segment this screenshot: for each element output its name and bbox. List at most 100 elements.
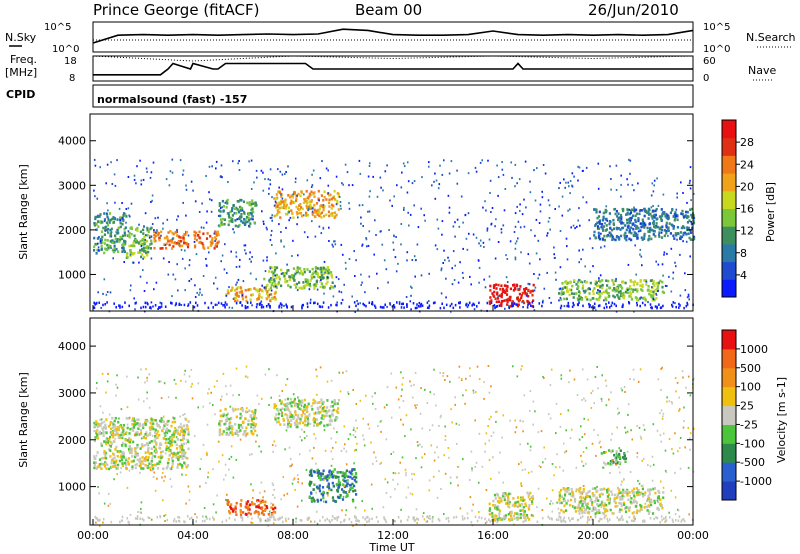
scatter-cell: [233, 207, 236, 210]
scatter-cell: [325, 411, 328, 415]
scatter-cell: [583, 290, 586, 294]
scatter-cell: [164, 452, 167, 455]
scatter-cell: [99, 418, 101, 421]
scatter-cell: [148, 462, 151, 466]
scatter-cell: [264, 286, 267, 289]
scatter-cell: [371, 395, 374, 398]
scatter-cell: [365, 245, 368, 248]
scatter-cell: [575, 488, 578, 491]
scatter-cell: [604, 210, 608, 213]
scatter-cell: [296, 425, 299, 429]
scatter-cell: [588, 305, 591, 309]
scatter-cell: [112, 433, 115, 436]
scatter-cell: [530, 304, 532, 307]
scatter-cell: [332, 470, 335, 473]
scatter-cell: [597, 235, 601, 239]
scatter-cell: [131, 427, 134, 430]
scatter-cell: [437, 227, 440, 230]
scatter-cell: [280, 231, 282, 233]
scatter-cell: [508, 305, 510, 308]
scatter-cell: [301, 207, 304, 211]
scatter-cell: [626, 492, 629, 496]
scatter-cell: [128, 438, 131, 441]
scatter-cell: [355, 403, 358, 405]
scatter-cell: [123, 228, 126, 231]
scatter-cell: [96, 451, 99, 454]
scatter-cell: [250, 159, 253, 162]
scatter-cell: [131, 244, 135, 248]
scatter-cell: [360, 222, 362, 225]
scatter-cell: [336, 192, 339, 195]
scatter-cell: [485, 432, 488, 435]
scatter-cell: [146, 234, 149, 237]
scatter-cell: [262, 259, 265, 262]
scatter-cell: [594, 512, 597, 515]
scatter-cell: [582, 485, 585, 487]
scatter-cell: [291, 274, 294, 277]
scatter-cell: [330, 197, 333, 201]
colorbar-swatch: [722, 190, 736, 209]
scatter-cell: [490, 301, 493, 304]
scatter-cell: [243, 218, 246, 221]
scatter-cell: [339, 496, 342, 499]
scatter-cell: [303, 198, 306, 201]
scatter-cell: [321, 160, 323, 163]
scatter-cell: [352, 499, 355, 503]
scatter-cell: [566, 304, 568, 308]
scatter-cell: [514, 163, 517, 166]
scatter-cell: [121, 250, 124, 253]
scatter-cell: [185, 188, 188, 191]
colorbar-tick-label: 4: [740, 269, 747, 282]
scatter-cell: [110, 465, 113, 469]
cpid-label: CPID: [6, 88, 35, 101]
scatter-cell: [279, 408, 282, 412]
scatter-cell: [581, 368, 584, 371]
scatter-cell: [305, 213, 308, 217]
scatter-cell: [630, 238, 633, 242]
scatter-cell: [304, 278, 307, 281]
scatter-cell: [156, 436, 159, 440]
scatter-cell: [116, 467, 119, 470]
scatter-cell: [187, 440, 190, 444]
scatter-cell: [501, 287, 505, 291]
scatter-cell: [651, 479, 654, 482]
scatter-cell: [238, 223, 241, 227]
scatter-cell: [102, 226, 105, 230]
scatter-cell: [342, 483, 345, 486]
scatter-cell: [129, 227, 132, 230]
scatter-cell: [264, 500, 267, 504]
scatter-cell: [494, 517, 497, 521]
scatter-cell: [578, 297, 581, 301]
scatter-cell: [330, 464, 333, 467]
scatter-cell: [222, 205, 225, 208]
scatter-cell: [282, 202, 286, 206]
scatter-cell: [193, 230, 196, 234]
scatter-cell: [367, 244, 370, 247]
scatter-cell: [107, 231, 109, 234]
scatter-cell: [347, 391, 349, 394]
scatter-cell: [467, 212, 470, 215]
scatter-cell: [652, 290, 655, 294]
scatter-cell: [163, 424, 166, 427]
scatter-cell: [216, 241, 219, 245]
scatter-cell: [269, 299, 272, 303]
scatter-cell: [316, 471, 319, 474]
scatter-cell: [287, 194, 290, 197]
scatter-cell: [418, 301, 421, 305]
scatter-cell: [180, 446, 183, 449]
scatter-cell: [357, 302, 359, 306]
scatter-cell: [211, 165, 213, 168]
scatter-cell: [130, 251, 133, 255]
scatter-cell: [139, 464, 142, 468]
scatter-cell: [331, 475, 334, 479]
scatter-cell: [230, 507, 233, 511]
scatter-cell: [616, 227, 619, 231]
scatter-cell: [315, 272, 318, 275]
scatter-cell: [133, 178, 136, 181]
scatter-cell: [641, 218, 644, 222]
scatter-cell: [176, 456, 179, 459]
scatter-cell: [607, 489, 610, 492]
scatter-cell: [368, 427, 371, 430]
scatter-cell: [605, 503, 608, 507]
scatter-cell: [358, 159, 361, 162]
